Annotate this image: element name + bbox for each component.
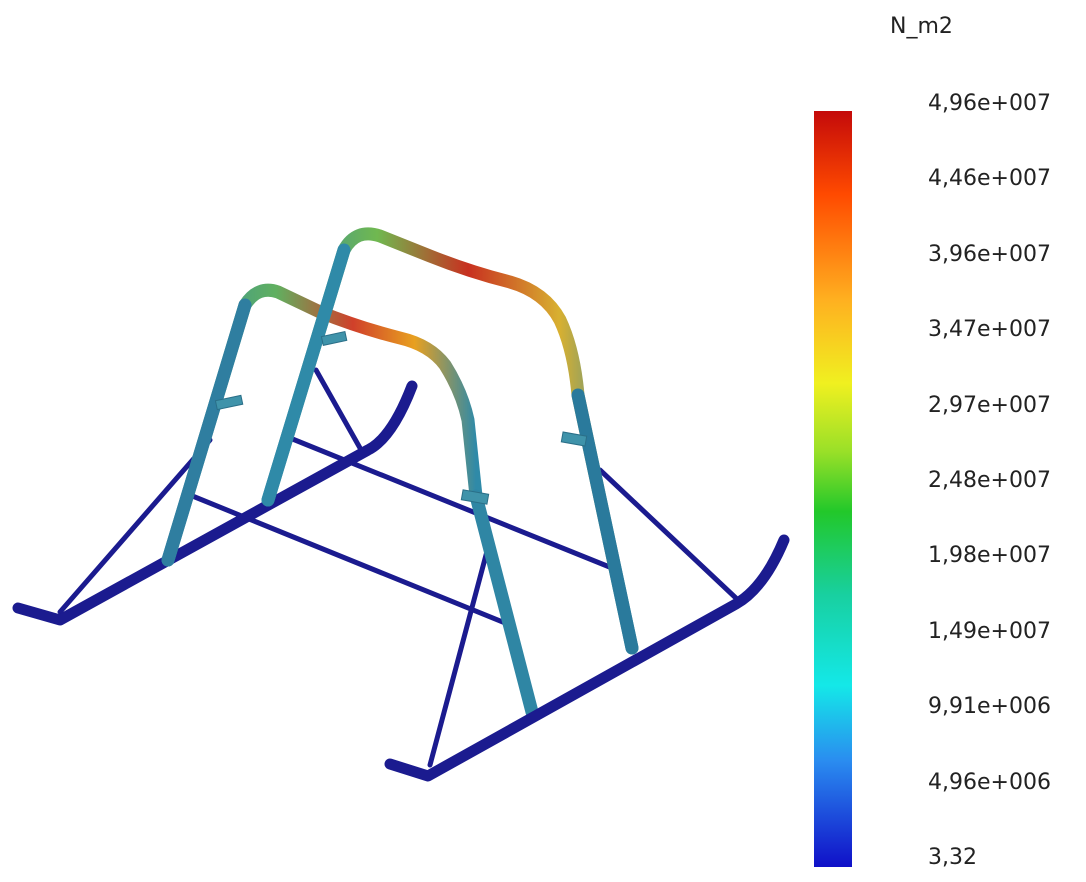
colorbar-tick-label: 3,47e+007 xyxy=(928,317,1051,343)
colorbar-tick-label: 1,98e+007 xyxy=(928,543,1051,569)
colorbar-tick-label: 2,48e+007 xyxy=(928,468,1051,493)
rear-skid xyxy=(12,380,418,626)
front-legs xyxy=(469,489,539,719)
colorbar-tick-label: 4,96e+007 xyxy=(928,91,1051,116)
colorbar-tick-label: 4,46e+007 xyxy=(928,166,1051,192)
colorbar-tick-label: 1,49e+007 xyxy=(928,618,1051,644)
bracket-tabs xyxy=(214,330,588,505)
rear-arch xyxy=(161,283,483,567)
colorbar-tick-label: 4,96e+006 xyxy=(928,769,1051,795)
colorbar-tick-label: 3,96e+007 xyxy=(928,241,1051,267)
frame-model xyxy=(12,227,790,782)
colorbar-tick-label: 9,91e+006 xyxy=(928,694,1051,720)
stress-colorbar xyxy=(814,111,852,867)
legend-unit-label: N_m2 xyxy=(890,14,953,39)
colorbar-tick-label: 2,97e+007 xyxy=(928,392,1051,418)
colorbar-tick-label: 3,32 xyxy=(928,845,977,870)
front-skid xyxy=(384,534,790,782)
